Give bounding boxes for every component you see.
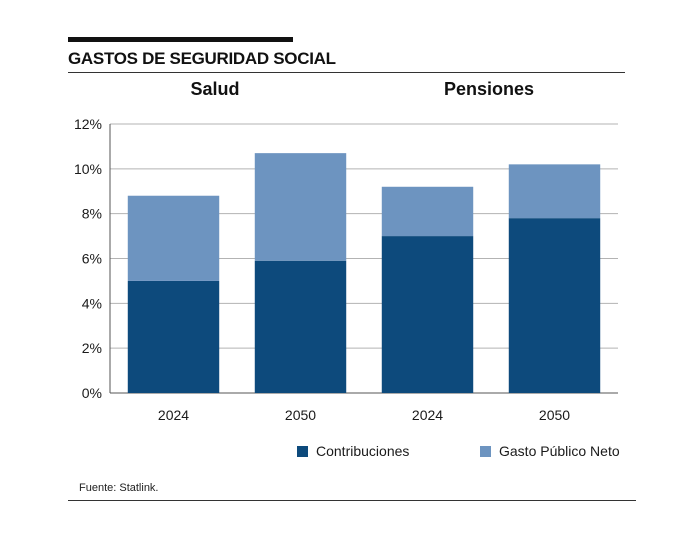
x-tick-label: 2050: [285, 407, 316, 423]
bar-segment-gasto-publico-neto: [254, 153, 347, 261]
bar-segment-contribuciones: [254, 260, 347, 393]
y-tick-label: 0%: [82, 385, 102, 401]
x-tick-label: 2024: [158, 407, 189, 423]
legend-item-contribuciones: Contribuciones: [297, 443, 409, 459]
legend-label-gasto-publico-neto: Gasto Público Neto: [499, 443, 620, 459]
bottom-rule: [68, 500, 636, 501]
y-tick-label: 4%: [82, 295, 102, 311]
x-tick-label: 2024: [412, 407, 443, 423]
bar-segment-contribuciones: [508, 218, 601, 393]
y-tick-labels: 0% 2% 4% 6% 8% 10% 12%: [74, 116, 102, 401]
bar-segment-gasto-publico-neto: [127, 195, 220, 281]
title-rule: [68, 72, 625, 73]
bar-segment-gasto-publico-neto: [508, 164, 601, 219]
bar-segment-contribuciones: [381, 236, 474, 393]
group-label-pensiones: Pensiones: [443, 79, 535, 99]
source-note: Fuente: Statlink.: [79, 482, 159, 494]
y-tick-label: 12%: [74, 116, 102, 132]
group-label-salud: Salud: [190, 79, 240, 99]
x-tick-label: 2050: [539, 407, 570, 423]
y-tick-label: 2%: [82, 340, 102, 356]
chart-title: GASTOS DE SEGURIDAD SOCIAL: [68, 49, 336, 68]
legend-swatch-gasto-publico-neto: [480, 445, 491, 457]
y-tick-label: 8%: [82, 206, 102, 222]
bar-segment-contribuciones: [127, 280, 220, 393]
y-tick-label: 6%: [82, 251, 102, 267]
top-rule: [68, 37, 293, 42]
x-tick-labels: 2024 2050 2024 2050: [158, 407, 570, 423]
legend-item-gasto-publico-neto: Gasto Público Neto: [480, 443, 620, 459]
y-tick-label: 10%: [74, 161, 102, 177]
legend-swatch-contribuciones: [297, 445, 308, 457]
bars: [127, 153, 601, 393]
legend-label-contribuciones: Contribuciones: [316, 443, 410, 459]
bar-segment-gasto-publico-neto: [381, 186, 474, 237]
